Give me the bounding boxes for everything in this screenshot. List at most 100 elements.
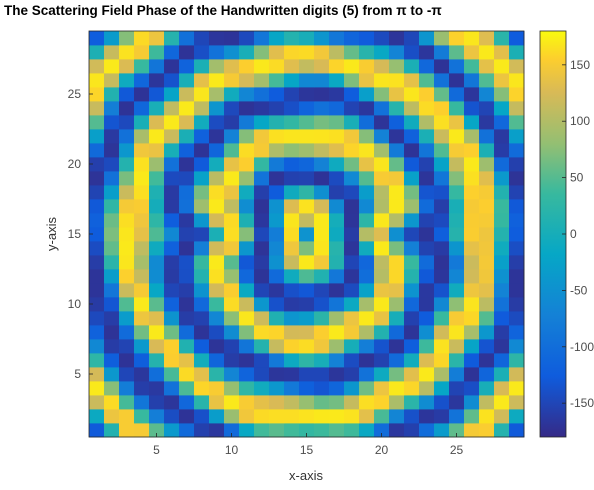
heatmap-cell: [389, 297, 405, 312]
heatmap-cell: [359, 227, 375, 242]
heatmap-cell: [119, 129, 135, 144]
heatmap-cell: [149, 409, 165, 424]
heatmap-cell: [479, 143, 495, 158]
heatmap-cell: [89, 185, 105, 200]
heatmap-cell: [119, 255, 135, 270]
heatmap-cell: [419, 311, 435, 326]
heatmap-cell: [119, 143, 135, 158]
heatmap-cell: [359, 297, 375, 312]
heatmap-cell: [374, 283, 390, 298]
heatmap-cell: [164, 367, 180, 382]
heatmap-cell: [254, 409, 270, 424]
heatmap-cell: [299, 311, 315, 326]
heatmap-cell: [419, 283, 435, 298]
y-axis-label: y-axis: [44, 217, 59, 251]
heatmap-cell: [314, 241, 330, 256]
heatmap-cell: [314, 367, 330, 382]
heatmap-cell: [464, 353, 480, 368]
heatmap-cell: [224, 353, 240, 368]
heatmap-cell: [374, 269, 390, 284]
heatmap-cell: [359, 269, 375, 284]
heatmap-cell: [479, 381, 495, 396]
heatmap-cell: [374, 157, 390, 172]
heatmap-cell: [509, 269, 525, 284]
heatmap-cell: [179, 297, 195, 312]
heatmap-cell: [179, 269, 195, 284]
heatmap-cell: [479, 367, 495, 382]
heatmap-cell: [449, 73, 465, 88]
heatmap-cell: [389, 339, 405, 354]
heatmap-cell: [404, 87, 420, 102]
heatmap-cell: [494, 213, 510, 228]
heatmap-cell: [89, 59, 105, 74]
heatmap-cell: [344, 115, 360, 130]
heatmap-cell: [344, 157, 360, 172]
heatmap-cell: [359, 185, 375, 200]
heatmap-cell: [164, 115, 180, 130]
heatmap-cell: [344, 423, 360, 438]
heatmap-cell: [239, 423, 255, 438]
heatmap-cells: [89, 31, 525, 438]
heatmap-cell: [89, 157, 105, 172]
heatmap-cell: [479, 311, 495, 326]
heatmap-cell: [299, 353, 315, 368]
heatmap-cell: [224, 213, 240, 228]
heatmap-cell: [494, 423, 510, 438]
heatmap-cell: [239, 311, 255, 326]
heatmap-cell: [314, 325, 330, 340]
heatmap-cell: [389, 311, 405, 326]
heatmap-cell: [509, 423, 525, 438]
heatmap-cell: [194, 367, 210, 382]
heatmap-cell: [449, 311, 465, 326]
heatmap-cell: [284, 269, 300, 284]
heatmap-cell: [149, 255, 165, 270]
heatmap-cell: [419, 339, 435, 354]
heatmap-cell: [449, 395, 465, 410]
heatmap-cell: [194, 213, 210, 228]
heatmap-cell: [89, 283, 105, 298]
heatmap-cell: [149, 185, 165, 200]
heatmap-cell: [194, 255, 210, 270]
heatmap-cell: [119, 115, 135, 130]
heatmap-cell: [89, 409, 105, 424]
heatmap-cell: [254, 381, 270, 396]
heatmap-cell: [209, 129, 225, 144]
heatmap-cell: [194, 115, 210, 130]
heatmap-cell: [374, 199, 390, 214]
heatmap-cell: [434, 73, 450, 88]
heatmap-cell: [404, 171, 420, 186]
heatmap-cell: [254, 157, 270, 172]
heatmap-cell: [224, 45, 240, 60]
heatmap-cell: [104, 423, 120, 438]
heatmap-cell: [479, 73, 495, 88]
heatmap-cell: [434, 157, 450, 172]
heatmap-cell: [329, 101, 345, 116]
heatmap-cell: [419, 31, 435, 46]
heatmap-cell: [209, 367, 225, 382]
heatmap-cell: [104, 87, 120, 102]
heatmap-cell: [314, 409, 330, 424]
heatmap-cell: [479, 325, 495, 340]
colorbar-tick-label: 0: [570, 227, 577, 241]
heatmap-cell: [329, 31, 345, 46]
heatmap-cell: [464, 423, 480, 438]
heatmap-cell: [104, 269, 120, 284]
heatmap-cell: [284, 423, 300, 438]
heatmap-cell: [419, 143, 435, 158]
chart-title: The Scattering Field Phase of the Handwr…: [4, 3, 442, 18]
heatmap-cell: [389, 73, 405, 88]
heatmap-cell: [254, 115, 270, 130]
heatmap-cell: [314, 73, 330, 88]
heatmap-cell: [134, 409, 150, 424]
heatmap-cell: [389, 269, 405, 284]
heatmap-cell: [449, 339, 465, 354]
heatmap-cell: [194, 241, 210, 256]
heatmap-cell: [389, 213, 405, 228]
heatmap-cell: [509, 367, 525, 382]
colorbar-tick-label: -50: [570, 283, 588, 297]
heatmap-cell: [434, 129, 450, 144]
heatmap-cell: [359, 367, 375, 382]
heatmap-cell: [374, 129, 390, 144]
heatmap-cell: [464, 367, 480, 382]
heatmap-cell: [449, 227, 465, 242]
